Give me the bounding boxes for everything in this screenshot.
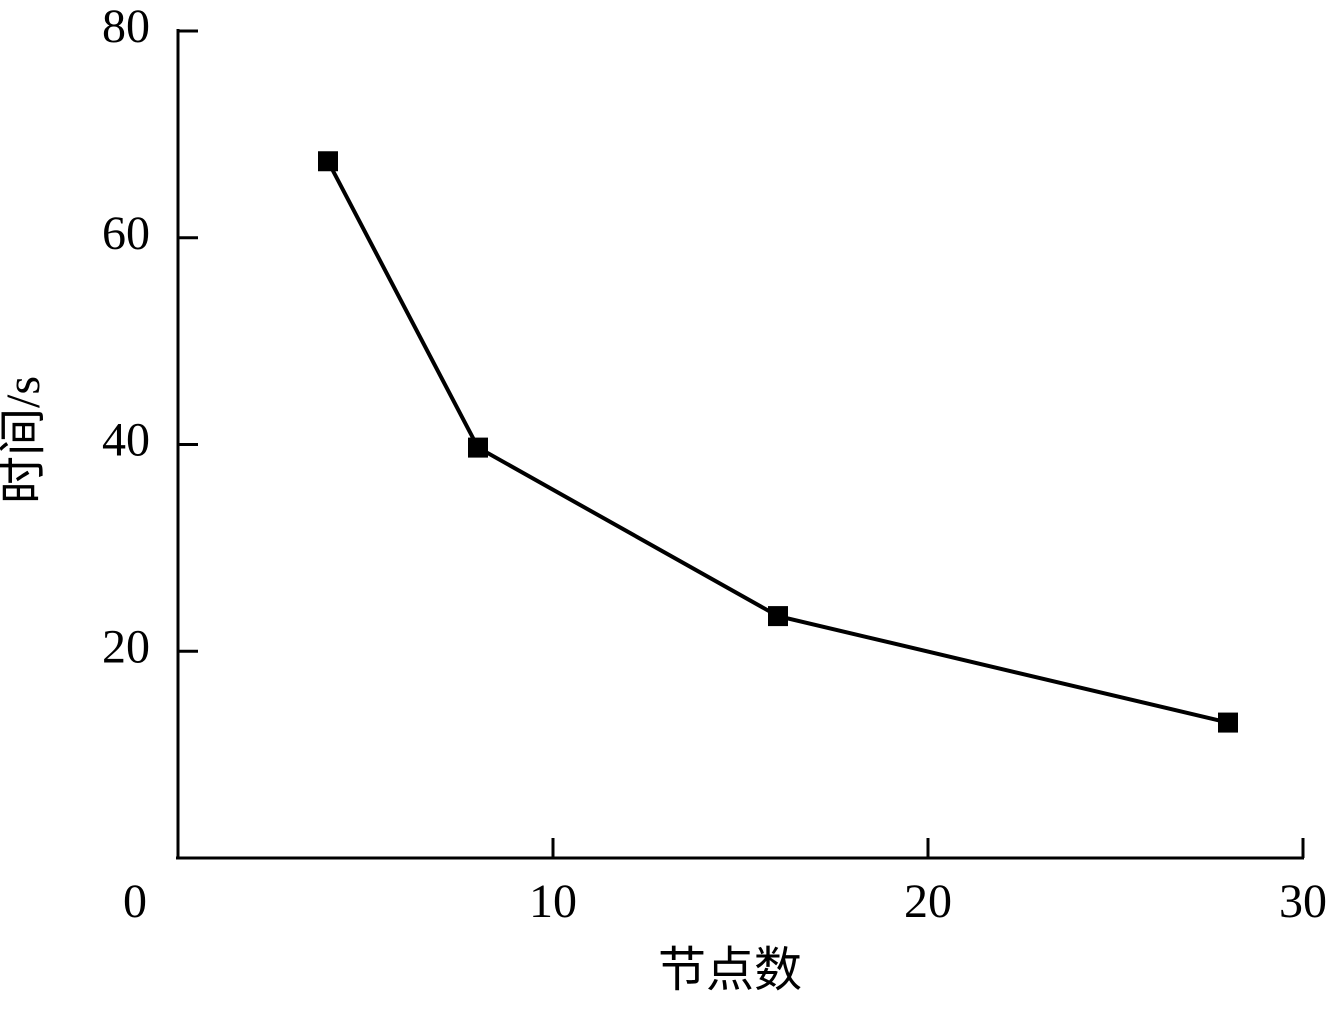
- y-tick-label: 20: [102, 620, 150, 673]
- marker: [1218, 712, 1238, 733]
- x-tick-label: 20: [904, 875, 952, 928]
- marker: [318, 151, 338, 172]
- marker: [768, 606, 788, 627]
- y-axis-label: 时间/s: [0, 376, 50, 504]
- y-tick-label: 60: [102, 207, 150, 260]
- y-tick-label: 40: [102, 414, 150, 467]
- x-axis-label: 节点数: [658, 944, 802, 997]
- x-tick-label: 30: [1279, 875, 1327, 928]
- marker: [468, 437, 488, 458]
- y-tick-label: 80: [102, 0, 150, 53]
- line: [326, 160, 1229, 725]
- x-tick-label: 0: [123, 875, 147, 928]
- x-tick-label: 10: [529, 875, 577, 928]
